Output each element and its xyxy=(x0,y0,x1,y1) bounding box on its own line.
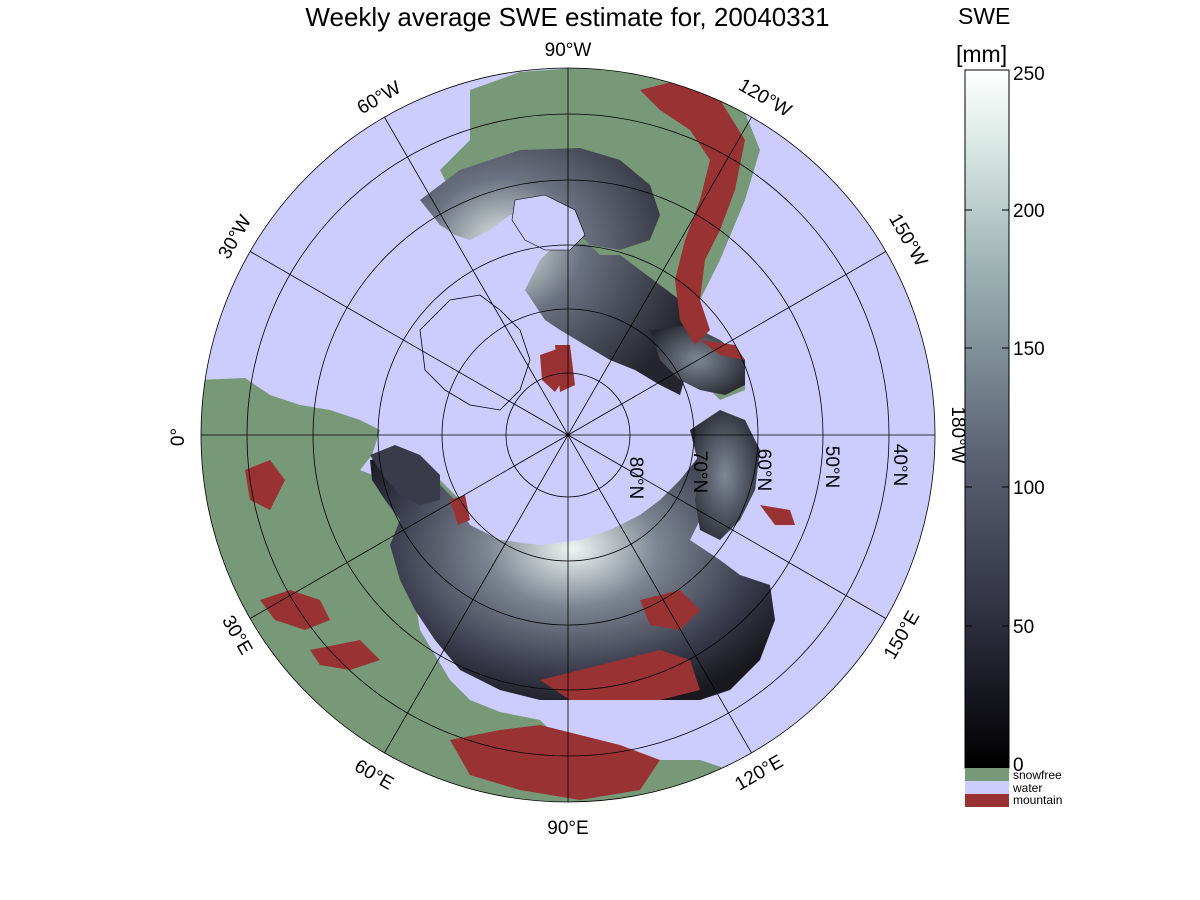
alaska-range-mountain xyxy=(700,340,745,360)
lat-label-60n: 60°N xyxy=(753,449,774,491)
colorbar-tick-0: 0 xyxy=(1013,755,1024,776)
colorbar-tick-250: 250 xyxy=(1013,64,1045,85)
legend-swatch-water xyxy=(965,781,1009,794)
lat-label-40n: 40°N xyxy=(889,444,910,486)
north-america-snow xyxy=(420,148,700,395)
central-asia-mountain xyxy=(540,650,700,700)
scandes-mountain xyxy=(245,460,285,510)
colorbar-title-line2: [mm] xyxy=(956,41,1007,67)
colorbar-title-line1: SWE xyxy=(958,3,1010,29)
greenland-outline xyxy=(419,294,531,411)
rockies-mountain xyxy=(640,80,745,345)
alps-mountain xyxy=(260,590,330,630)
colorbar: SWE [mm] 250 200 150 100 50 0 snowfree w… xyxy=(956,3,1062,807)
colorbar-gradient xyxy=(964,69,1010,769)
europe-landmass xyxy=(201,378,780,802)
lat-label-80n: 80°N xyxy=(625,457,646,499)
lon-label-90w: 90°W xyxy=(545,40,592,61)
legend-label-mountain: mountain xyxy=(1013,793,1062,807)
colorbar-ticks xyxy=(965,209,1009,627)
lon-label-60e: 60°E xyxy=(351,756,397,795)
siberia-east-snow xyxy=(690,410,760,540)
landmasses xyxy=(201,68,795,802)
hudson-bay xyxy=(511,194,586,251)
lat-label-50n: 50°N xyxy=(821,446,842,488)
colorbar-tick-150: 150 xyxy=(1013,339,1045,360)
kamchatka-mountain xyxy=(760,505,795,525)
map-title: Weekly average SWE estimate for, 2004033… xyxy=(305,2,830,32)
eurasia-snow xyxy=(370,425,775,700)
colorbar-tick-50: 50 xyxy=(1013,617,1034,638)
legend-label-water: water xyxy=(1012,781,1042,795)
latitude-labels: 80°N 70°N 60°N 50°N 40°N xyxy=(625,444,910,499)
graticule xyxy=(200,67,936,803)
mountain-regions xyxy=(245,80,795,800)
lon-label-90e: 90°E xyxy=(547,818,588,839)
colorbar-tick-200: 200 xyxy=(1013,201,1045,222)
himalaya-mountain xyxy=(450,725,660,800)
legend-swatch-mountain xyxy=(965,794,1009,807)
lat-label-70n: 70°N xyxy=(689,451,710,493)
lon-label-180w: 180°W xyxy=(947,406,968,463)
legend-swatch-snowfree xyxy=(965,768,1009,781)
colorbar-tick-100: 100 xyxy=(1013,478,1045,499)
legend-label-snowfree: snowfree xyxy=(1013,768,1062,782)
greenland-mountain xyxy=(555,345,575,392)
scandinavia-snow xyxy=(370,445,440,505)
lon-label-0: 0° xyxy=(168,428,189,446)
east-siberia-mountain xyxy=(640,590,700,630)
urals-mountain xyxy=(450,495,470,525)
